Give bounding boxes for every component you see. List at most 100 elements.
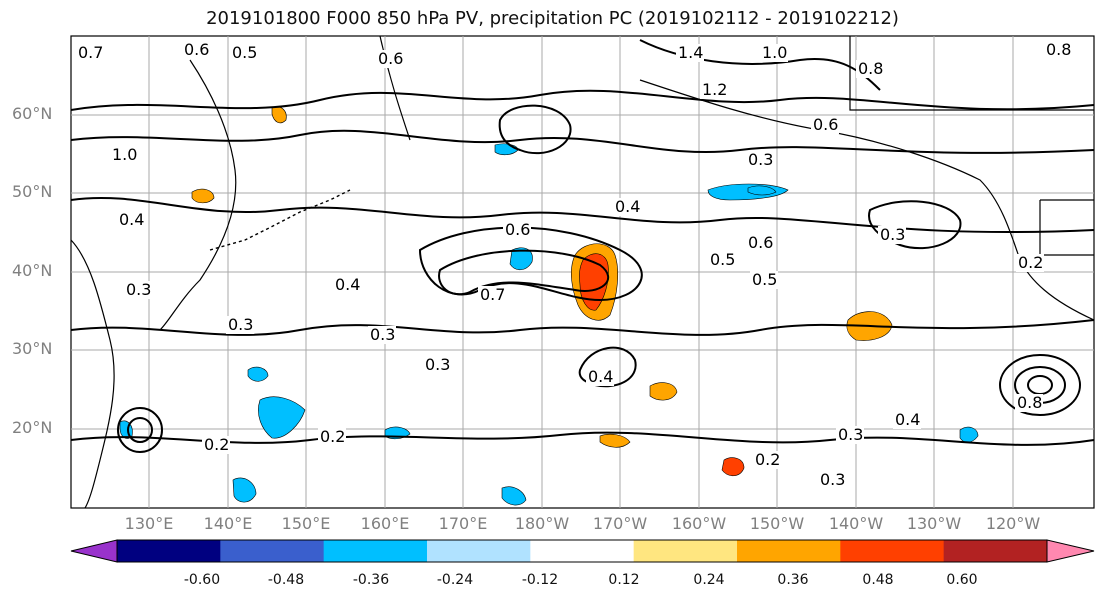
gridlines: [71, 36, 1094, 508]
lon-label-170e: 170°E: [438, 514, 488, 533]
contour-label-bg: [746, 151, 774, 169]
colorbar-tick: -0.24: [436, 572, 474, 588]
contour-label-bg: [117, 211, 145, 229]
lon-label-150w: 150°W: [749, 514, 805, 533]
contour-label-bg: [818, 471, 846, 489]
contour-label: 0.3: [880, 225, 905, 244]
contour-label-bg: [76, 44, 104, 62]
contour-label-bg: [1015, 394, 1043, 412]
contour-label-bg: [230, 44, 258, 62]
contour-label-bg: [202, 436, 230, 454]
colorbar-tick: 0.24: [693, 572, 725, 588]
contour-label-bg: [700, 81, 728, 99]
contour-label: 0.5: [752, 270, 777, 289]
contour-label: 0.2: [755, 450, 780, 469]
colorbar-tick: -0.12: [521, 572, 559, 588]
contour-label: 0.5: [232, 43, 257, 62]
colorbar-segment: [427, 540, 531, 562]
colorbar-tick: -0.60: [183, 572, 221, 588]
contour-label-bg: [893, 411, 921, 429]
colorbar-segment: [943, 540, 1048, 562]
contour-label-bg: [750, 271, 778, 289]
contour-label-bg: [760, 44, 788, 62]
colorbar-tick: 0.12: [608, 572, 640, 588]
contour-label: 0.8: [858, 59, 883, 78]
contour-label: 0.6: [505, 220, 530, 239]
contour-label-bg: [503, 221, 531, 239]
contour-label: 0.6: [748, 233, 773, 252]
colorbar-segment: [117, 540, 221, 562]
lon-label-140w: 140°W: [828, 514, 884, 533]
precipitation-shading: [119, 106, 979, 506]
lon-label-130w: 130°W: [906, 514, 962, 533]
contour-label: 0.3: [126, 280, 151, 299]
contour-label: 0.6: [378, 49, 403, 68]
contour-label-bg: [478, 286, 506, 304]
contour-label-bg: [318, 428, 346, 446]
lat-label-30n: 30°N: [12, 339, 53, 358]
colorbar-tick: 0.60: [946, 572, 978, 588]
colorbar-segment: [840, 540, 945, 562]
colorbar-segment: [530, 540, 635, 562]
contour-label: 0.7: [78, 43, 103, 62]
contour-label: 0.4: [895, 410, 920, 429]
lon-label-160w: 160°W: [671, 514, 727, 533]
contour-label: 0.4: [588, 367, 613, 386]
colorbar-tick: 0.36: [777, 572, 809, 588]
colorbar-high-extend: [1046, 539, 1095, 563]
contour-label: 1.2: [702, 80, 727, 99]
contour-label: 0.8: [1046, 40, 1071, 59]
contour-label-bg: [746, 234, 774, 252]
lon-label-180w: 180°W: [514, 514, 570, 533]
contour-label: 0.5: [710, 250, 735, 269]
lat-label-40n: 40°N: [12, 261, 53, 280]
colorbar-segment: [737, 540, 841, 562]
lat-label-50n: 50°N: [12, 182, 53, 201]
contour-label: 1.4: [678, 43, 703, 62]
contour-label: 1.0: [762, 43, 787, 62]
contour-label-bg: [333, 276, 361, 294]
lon-label-140e: 140°E: [203, 514, 253, 533]
contour-label-bg: [708, 251, 736, 269]
lon-label-160e: 160°E: [360, 514, 410, 533]
contour-label-bg: [124, 281, 152, 299]
contour-label-bg: [376, 50, 404, 68]
lon-label-130e: 130°E: [124, 514, 174, 533]
colorbar-tick: -0.48: [267, 572, 305, 588]
contour-label: 0.6: [184, 40, 209, 59]
contour-label-bg: [586, 368, 614, 386]
contour-label-bg: [226, 316, 254, 334]
contour-label: 0.3: [228, 315, 253, 334]
contour-label-bg: [182, 41, 210, 59]
lon-label-150e: 150°E: [281, 514, 331, 533]
lat-label-20n: 20°N: [12, 418, 53, 437]
colorbar-segment: [323, 540, 428, 562]
contour-label-bg: [676, 44, 704, 62]
colorbar: [70, 539, 1095, 563]
contour-label: 0.4: [335, 275, 360, 294]
lon-label-120w: 120°W: [985, 514, 1041, 533]
contour-label-bg: [1044, 41, 1072, 59]
colorbar-low-extend: [70, 539, 118, 563]
colorbar-tick: -0.36: [352, 572, 390, 588]
contour-label-bg: [856, 60, 884, 78]
contour-label: 0.3: [370, 325, 395, 344]
contour-label: 0.4: [119, 210, 144, 229]
contour-label: 0.6: [813, 115, 838, 134]
contour-label: 0.2: [204, 435, 229, 454]
contour-label-bg: [811, 116, 839, 134]
contour-label-bg: [836, 426, 864, 444]
contour-label: 1.0: [112, 145, 137, 164]
contour-labels: 0.7 0.6 0.5 0.6 1.4 1.0 0.8 1.2 0.6 0.8 0.3 0.4 0.6 0…: [76, 40, 1072, 489]
map-title: 2019101800 F000 850 hPa PV, precipitatio…: [206, 8, 899, 29]
lon-label-170w: 170°W: [592, 514, 648, 533]
contour-label: 0.3: [838, 425, 863, 444]
contour-label-bg: [368, 326, 396, 344]
contour-label: 0.7: [480, 285, 505, 304]
contour-label-bg: [878, 226, 906, 244]
colorbar-segment: [633, 540, 738, 562]
island-chain: [209, 189, 351, 251]
contour-label-bg: [753, 451, 781, 469]
contour-label: 0.4: [615, 197, 640, 216]
